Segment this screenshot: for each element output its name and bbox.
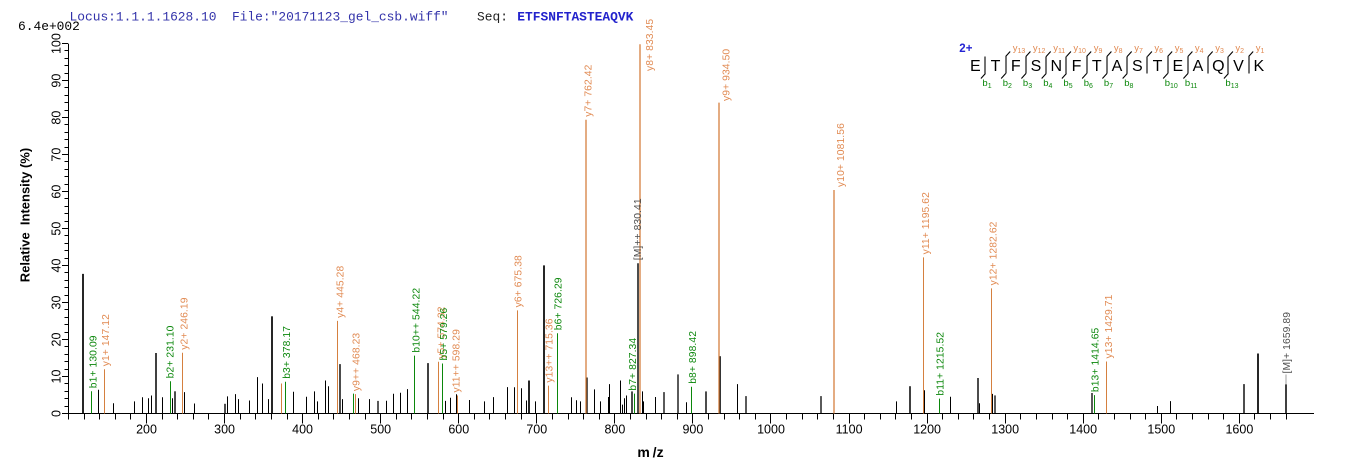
svg-text:b7: b7	[1104, 78, 1113, 90]
svg-text:y8+ 833.45: y8+ 833.45	[645, 19, 656, 71]
svg-text:y5+ 574.32: y5+ 574.32	[437, 306, 448, 358]
svg-text:F: F	[1072, 58, 1082, 75]
svg-text:b4: b4	[1043, 78, 1052, 90]
svg-text:300: 300	[214, 423, 235, 437]
svg-text:A: A	[1193, 58, 1204, 75]
svg-text:6.4e+002: 6.4e+002	[18, 19, 80, 34]
svg-text:1400: 1400	[1069, 423, 1097, 437]
svg-text:b3: b3	[1023, 78, 1032, 90]
svg-text:y3: y3	[1215, 43, 1224, 55]
svg-text:0: 0	[50, 410, 64, 417]
svg-text:y13++ 715.36: y13++ 715.36	[545, 318, 556, 382]
svg-text:T: T	[1153, 58, 1163, 75]
svg-text:[M]+ 1659.89: [M]+ 1659.89	[1282, 312, 1293, 374]
svg-text:1200: 1200	[913, 423, 941, 437]
svg-text:y9+ 934.50: y9+ 934.50	[722, 49, 733, 101]
svg-text:b13+ 1414.65: b13+ 1414.65	[1091, 327, 1102, 392]
svg-text:Relative Intensity (%): Relative Intensity (%)	[18, 148, 33, 282]
svg-text:Seq:: Seq:	[477, 10, 508, 25]
svg-text:T: T	[1092, 58, 1102, 75]
svg-text:1000: 1000	[757, 423, 785, 437]
svg-text:100: 100	[50, 33, 64, 54]
svg-text:y4+ 445.28: y4+ 445.28	[335, 265, 346, 317]
svg-text:30: 30	[50, 296, 64, 310]
svg-text:80: 80	[50, 111, 64, 125]
svg-text:F: F	[1011, 58, 1021, 75]
svg-text:b11+ 1215.52: b11+ 1215.52	[936, 332, 947, 396]
svg-text:[M]++ 830.41: [M]++ 830.41	[633, 198, 644, 260]
svg-text:y13+ 1429.71: y13+ 1429.71	[1104, 294, 1115, 358]
svg-text:y1+ 147.12: y1+ 147.12	[101, 314, 112, 366]
svg-text:1300: 1300	[991, 423, 1019, 437]
svg-text:A: A	[1112, 58, 1123, 75]
svg-text:600: 600	[448, 423, 469, 437]
svg-text:b10++ 544.22: b10++ 544.22	[412, 288, 423, 353]
svg-text:b1: b1	[982, 78, 991, 90]
svg-text:y7: y7	[1134, 43, 1143, 55]
svg-text:y2: y2	[1235, 43, 1244, 55]
svg-text:y11++ 598.29: y11++ 598.29	[452, 329, 463, 393]
svg-text:b2+ 231.10: b2+ 231.10	[166, 325, 177, 378]
svg-text:1100: 1100	[836, 423, 863, 437]
svg-text:b6: b6	[1084, 78, 1093, 90]
svg-text:700: 700	[526, 423, 547, 437]
svg-text:200: 200	[136, 423, 157, 437]
svg-text:y1: y1	[1256, 43, 1265, 55]
svg-text:y9++ 468.23: y9++ 468.23	[352, 333, 363, 392]
svg-text:1500: 1500	[1147, 423, 1175, 437]
svg-text:N: N	[1051, 58, 1063, 75]
svg-text:E: E	[1172, 58, 1183, 75]
svg-text:b5: b5	[1063, 78, 1072, 90]
svg-text:800: 800	[604, 423, 625, 437]
svg-text:70: 70	[50, 148, 64, 162]
svg-text:b8: b8	[1124, 78, 1133, 90]
svg-text:y8: y8	[1114, 43, 1123, 55]
svg-text:20: 20	[50, 333, 64, 347]
svg-text:b3+ 378.17: b3+ 378.17	[282, 326, 293, 379]
svg-text:V: V	[1233, 58, 1244, 75]
svg-text:90: 90	[50, 74, 64, 88]
svg-text:60: 60	[50, 185, 64, 199]
svg-text:y7+ 762.42: y7+ 762.42	[583, 64, 594, 116]
svg-text:1600: 1600	[1225, 423, 1253, 437]
svg-text:S: S	[1132, 58, 1143, 75]
svg-text:400: 400	[292, 423, 313, 437]
svg-text:b5+ 579.26: b5+ 579.26	[439, 308, 450, 361]
svg-text:y11+ 1195.62: y11+ 1195.62	[921, 192, 932, 255]
svg-text:y10+ 1081.56: y10+ 1081.56	[836, 123, 847, 187]
svg-text:K: K	[1253, 58, 1264, 75]
svg-text:900: 900	[682, 423, 703, 437]
svg-text:S: S	[1031, 58, 1042, 75]
svg-text:ETFSNFTASTEAQVK: ETFSNFTASTEAQVK	[517, 10, 633, 25]
svg-text:10: 10	[50, 370, 64, 384]
svg-text:b1+ 130.09: b1+ 130.09	[88, 335, 99, 388]
svg-text:b6+ 726.29: b6+ 726.29	[554, 277, 565, 330]
svg-text:y5: y5	[1175, 43, 1184, 55]
svg-text:Q: Q	[1212, 58, 1224, 75]
svg-text:500: 500	[370, 423, 391, 437]
svg-text:b2: b2	[1003, 78, 1012, 90]
svg-text:y6: y6	[1154, 43, 1163, 55]
svg-text:y12+ 1282.62: y12+ 1282.62	[989, 221, 1000, 285]
svg-text:y9: y9	[1094, 43, 1103, 55]
svg-text:y6+ 675.38: y6+ 675.38	[514, 255, 525, 307]
svg-text:m /z: m /z	[637, 444, 663, 460]
svg-text:Locus:1.1.1.1628.10 File:"201: Locus:1.1.1.1628.10 File:"20171123_gel_c…	[70, 10, 449, 25]
svg-text:y4: y4	[1195, 43, 1204, 55]
svg-text:E: E	[970, 58, 981, 75]
svg-text:b8+ 898.42: b8+ 898.42	[688, 331, 699, 384]
svg-text:y2+ 246.19: y2+ 246.19	[180, 297, 191, 349]
svg-text:b7+ 827.34: b7+ 827.34	[628, 338, 639, 391]
svg-text:2+: 2+	[959, 43, 972, 55]
svg-text:40: 40	[50, 259, 64, 273]
svg-text:50: 50	[50, 222, 64, 236]
svg-text:T: T	[991, 58, 1001, 75]
